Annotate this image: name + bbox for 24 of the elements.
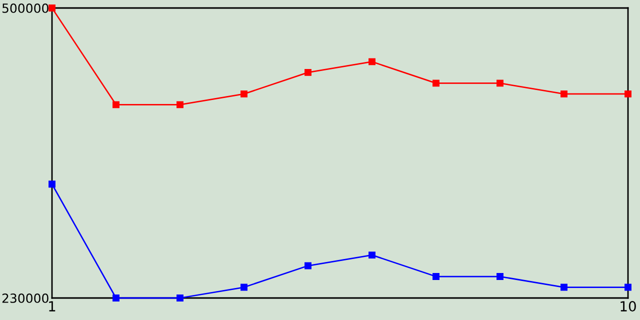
y-tick-label: 500000 xyxy=(2,3,48,13)
point xyxy=(112,294,120,302)
point xyxy=(48,180,56,188)
point xyxy=(304,262,312,270)
x-tick-label: 1 xyxy=(49,301,56,312)
point xyxy=(624,90,632,98)
point xyxy=(560,284,568,291)
point xyxy=(496,80,504,87)
point xyxy=(112,101,120,108)
y-tick-label: 230000 xyxy=(2,293,48,303)
point xyxy=(560,90,568,98)
x-tick-label: 10 xyxy=(620,301,636,312)
point xyxy=(368,58,376,66)
point xyxy=(368,252,376,259)
point xyxy=(176,294,184,302)
point xyxy=(624,284,632,291)
point xyxy=(432,80,440,87)
point xyxy=(496,273,504,280)
point xyxy=(48,4,56,12)
point xyxy=(240,284,248,291)
point xyxy=(240,90,248,98)
point xyxy=(176,101,184,108)
point xyxy=(304,68,312,76)
point xyxy=(432,273,440,280)
